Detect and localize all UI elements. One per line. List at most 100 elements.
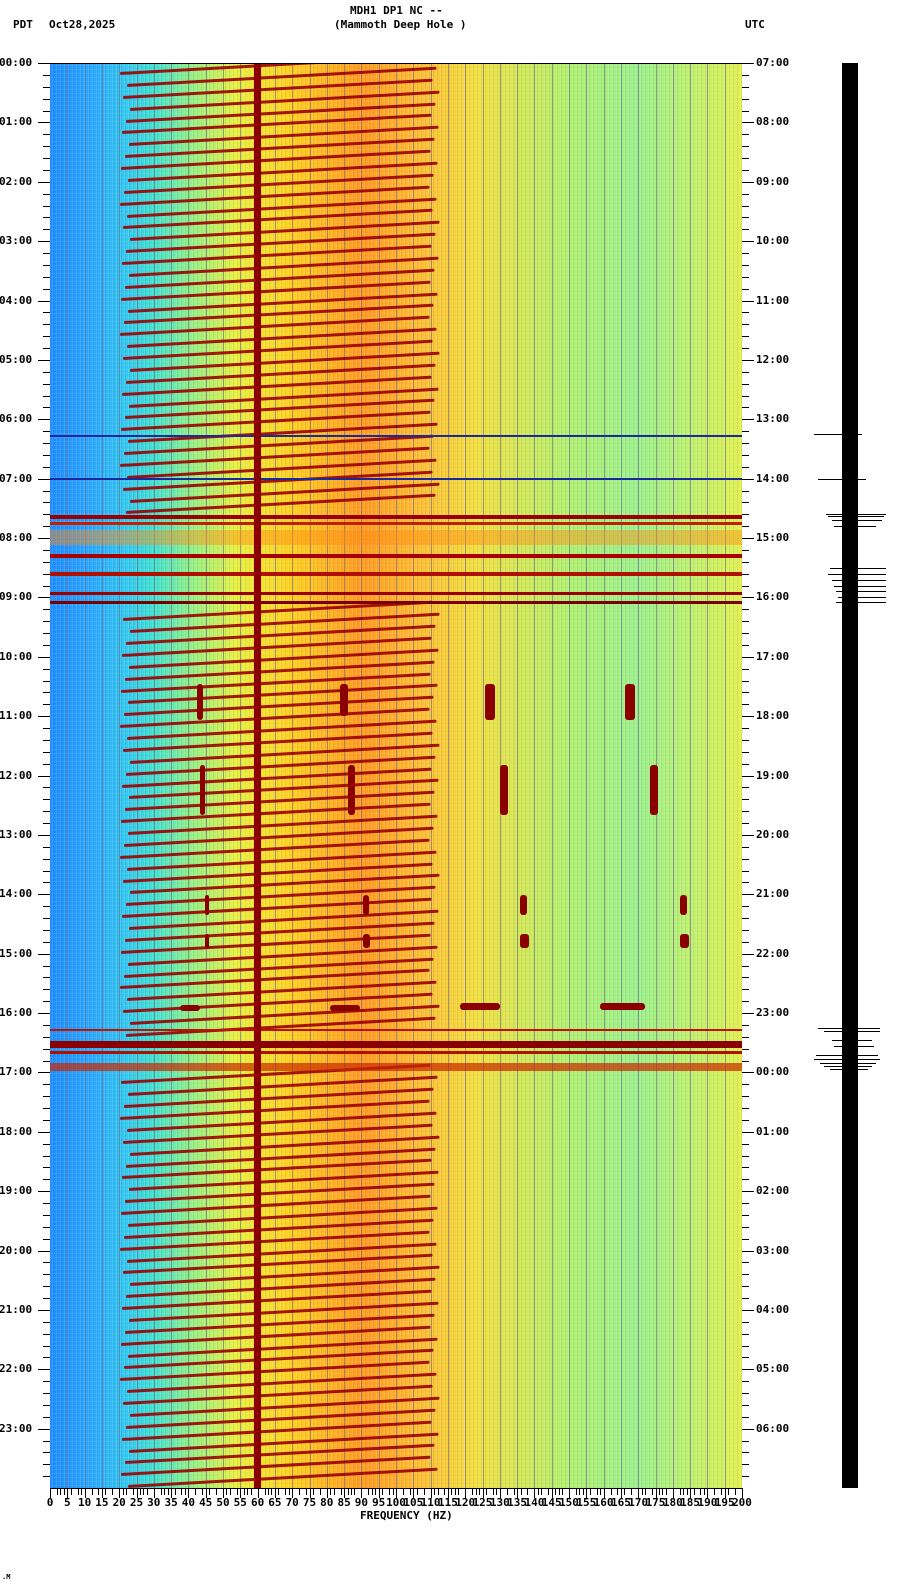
minor-tick <box>742 621 749 623</box>
gridline <box>101 64 103 1489</box>
minor-tick <box>742 110 749 112</box>
time-label-utc: 13:00 <box>756 412 790 426</box>
freq-minor-tick <box>451 1488 453 1495</box>
gridline <box>171 64 173 1489</box>
freq-minor-tick <box>139 1488 141 1495</box>
freq-minor-tick <box>389 1488 391 1495</box>
minor-tick <box>43 490 50 492</box>
minor-tick <box>742 526 749 528</box>
minor-tick <box>742 146 749 148</box>
station-code-title: MDH1 DP1 NC -- <box>350 4 443 17</box>
freq-major-tick <box>274 1488 276 1498</box>
frequency-tick-label: 165 <box>610 1496 631 1509</box>
minor-tick <box>43 668 50 670</box>
minor-tick <box>742 336 749 338</box>
frequency-tick-label: 150 <box>559 1496 579 1509</box>
freq-major-tick <box>586 1488 588 1498</box>
minor-tick <box>43 633 50 634</box>
minor-tick <box>43 858 50 860</box>
minor-tick <box>742 466 749 468</box>
frequency-tick-label: 155 <box>576 1496 597 1509</box>
freq-minor-tick <box>472 1488 474 1495</box>
freq-major-tick <box>447 1488 449 1498</box>
gridline <box>465 64 467 1489</box>
minor-tick <box>742 1167 749 1169</box>
transient-event <box>500 764 508 815</box>
freq-minor-tick <box>202 1488 204 1495</box>
minor-tick <box>742 787 749 789</box>
frequency-tick-label: 0 <box>46 1496 54 1509</box>
time-label-pdt: 11:00 <box>0 709 33 723</box>
gridline <box>620 64 622 1489</box>
minor-tick <box>43 704 50 706</box>
time-label-pdt: 01:00 <box>0 115 33 129</box>
broadband-band <box>50 601 742 604</box>
time-label-utc: 14:00 <box>756 471 790 485</box>
freq-major-tick <box>430 1488 432 1498</box>
freq-minor-tick <box>184 1488 186 1495</box>
freq-minor-tick <box>527 1488 529 1495</box>
freq-minor-tick <box>299 1488 301 1495</box>
minor-tick <box>43 549 50 551</box>
major-tick <box>38 656 50 658</box>
minor-tick <box>742 1404 749 1406</box>
freq-minor-tick <box>641 1488 643 1495</box>
major-tick <box>38 1191 50 1193</box>
seismic-spike <box>834 526 876 528</box>
major-tick <box>38 538 50 539</box>
time-label-utc: 15:00 <box>756 531 790 544</box>
major-tick <box>38 300 50 302</box>
freq-minor-tick <box>226 1488 228 1495</box>
seismic-spike <box>814 434 862 436</box>
minor-tick <box>742 1393 749 1394</box>
transient-event <box>485 684 495 721</box>
frequency-tick-label: 120 <box>455 1496 476 1509</box>
freq-major-tick <box>378 1488 380 1498</box>
major-tick <box>38 181 50 183</box>
freq-minor-tick <box>562 1488 564 1495</box>
minor-tick <box>43 1440 50 1442</box>
freq-minor-tick <box>475 1488 477 1495</box>
time-label-pdt: 04:00 <box>0 293 33 307</box>
minor-tick <box>742 1238 749 1240</box>
seismic-spike <box>836 602 886 604</box>
time-label-pdt: 20:00 <box>0 1243 33 1257</box>
gridline <box>378 64 380 1489</box>
minor-tick <box>43 811 50 813</box>
freq-major-tick <box>655 1488 657 1498</box>
freq-minor-tick <box>610 1488 612 1495</box>
freq-minor-tick <box>60 1488 62 1495</box>
minor-tick <box>742 1274 749 1276</box>
major-tick <box>742 953 754 955</box>
minor-tick <box>43 1001 50 1003</box>
freq-minor-tick <box>703 1488 705 1495</box>
minor-tick <box>43 383 50 385</box>
minor-tick <box>43 395 50 397</box>
time-label-pdt: 09:00 <box>0 590 33 604</box>
minor-tick <box>43 193 50 195</box>
minor-tick <box>43 98 50 100</box>
transient-event <box>680 895 687 916</box>
frequency-tick-label: 195 <box>714 1496 735 1509</box>
freq-minor-tick <box>513 1488 515 1495</box>
freq-minor-tick <box>437 1488 439 1495</box>
minor-tick <box>43 74 50 76</box>
minor-tick <box>43 846 50 848</box>
transient-event <box>180 1005 200 1012</box>
minor-tick <box>43 1143 50 1145</box>
minor-tick <box>742 502 749 504</box>
minor-tick <box>43 1274 50 1276</box>
minor-tick <box>43 1452 50 1454</box>
broadband-band <box>50 1028 742 1032</box>
major-tick <box>742 894 754 896</box>
minor-tick <box>43 324 50 326</box>
freq-minor-tick <box>652 1488 654 1495</box>
broadband-band <box>50 435 742 438</box>
minor-tick <box>742 1108 749 1109</box>
major-tick <box>742 478 754 480</box>
minor-tick <box>742 941 749 943</box>
time-label-pdt: 02:00 <box>0 174 33 188</box>
minor-tick <box>43 443 50 444</box>
frequency-tick-label: 175 <box>645 1496 666 1509</box>
time-label-utc: 16:00 <box>756 590 790 604</box>
